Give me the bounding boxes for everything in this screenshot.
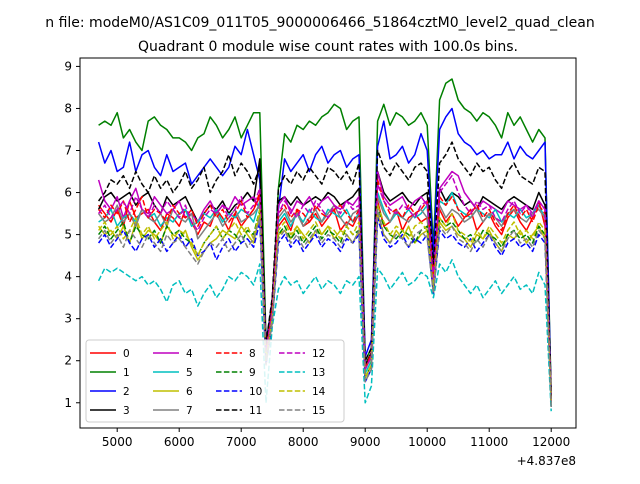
legend-label-10: 10 bbox=[249, 386, 262, 398]
figure-suptitle: n file: modeM0/AS1C09_011T05_9000006466_… bbox=[45, 15, 594, 31]
legend-label-7: 7 bbox=[186, 405, 193, 417]
chart-title: Quadrant 0 module wise count rates with … bbox=[138, 39, 518, 55]
x-offset-label: +4.837e8 bbox=[517, 454, 576, 468]
legend-label-9: 9 bbox=[249, 367, 256, 379]
y-tick-label: 5 bbox=[64, 228, 72, 242]
y-tick-label: 8 bbox=[64, 101, 72, 115]
x-tick-label: 8000 bbox=[288, 435, 319, 449]
legend-label-5: 5 bbox=[186, 367, 193, 379]
series-line-14 bbox=[97, 204, 552, 403]
y-tick-label: 3 bbox=[64, 312, 72, 326]
legend-label-4: 4 bbox=[186, 348, 193, 360]
y-tick-label: 2 bbox=[64, 354, 72, 368]
legend-label-12: 12 bbox=[312, 348, 325, 360]
legend-label-14: 14 bbox=[312, 386, 326, 398]
x-tick-label: 5000 bbox=[102, 435, 133, 449]
series-line-2 bbox=[97, 107, 552, 399]
series-line-4 bbox=[97, 170, 552, 399]
series-line-12 bbox=[97, 174, 552, 403]
legend-label-8: 8 bbox=[249, 348, 256, 360]
x-tick-label: 6000 bbox=[164, 435, 195, 449]
x-tick-label: 7000 bbox=[226, 435, 257, 449]
legend-label-1: 1 bbox=[123, 367, 130, 379]
series-line-1 bbox=[98, 78, 552, 395]
plot-lines bbox=[97, 78, 552, 412]
series-line-11 bbox=[97, 141, 552, 399]
legend-label-13: 13 bbox=[312, 367, 325, 379]
x-tick-label: 9000 bbox=[350, 435, 381, 449]
y-tick-label: 7 bbox=[64, 144, 72, 158]
series-line-15 bbox=[97, 208, 552, 408]
legend-label-6: 6 bbox=[186, 386, 193, 398]
legend-label-2: 2 bbox=[123, 386, 130, 398]
x-tick-label: 10000 bbox=[408, 435, 446, 449]
x-tick-label: 11000 bbox=[470, 435, 508, 449]
x-tick-label: 12000 bbox=[532, 435, 570, 449]
axes-frame bbox=[79, 57, 577, 429]
legend-label-15: 15 bbox=[312, 405, 325, 417]
legend-label-11: 11 bbox=[249, 405, 262, 417]
axis-ticks: 5000 6000 7000 8000 9000 10000 11000 1200012345… bbox=[64, 59, 570, 449]
y-tick-label: 1 bbox=[64, 396, 72, 410]
series-line-0 bbox=[97, 195, 552, 399]
legend-box bbox=[85, 339, 345, 423]
series-line-10 bbox=[97, 217, 552, 403]
series-line-13 bbox=[97, 259, 552, 412]
legend-label-3: 3 bbox=[123, 405, 130, 417]
y-tick-label: 6 bbox=[64, 186, 72, 200]
legend-label-0: 0 bbox=[123, 348, 130, 360]
y-tick-label: 4 bbox=[64, 270, 72, 284]
series-line-8 bbox=[97, 179, 552, 399]
y-tick-label: 9 bbox=[64, 59, 72, 73]
